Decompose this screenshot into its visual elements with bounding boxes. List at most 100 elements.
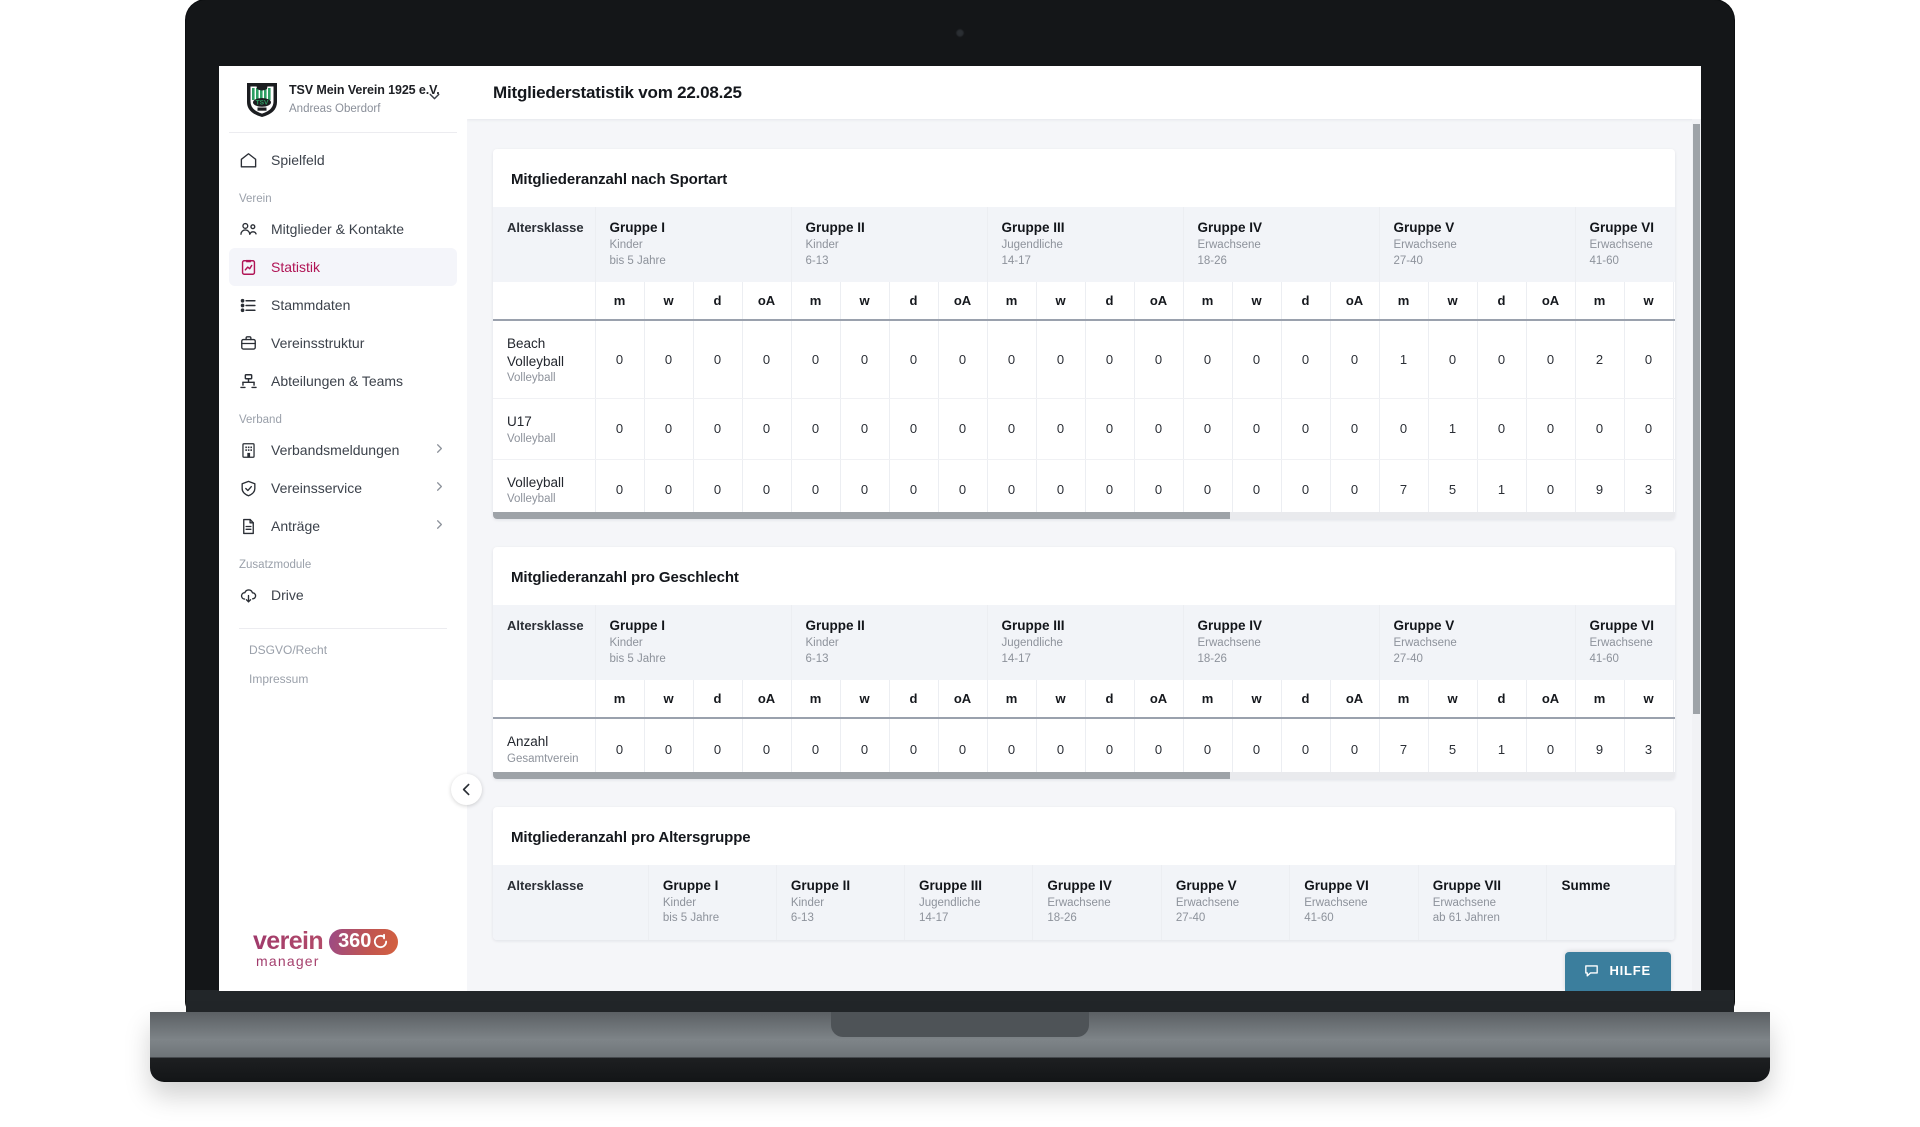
chevron-down-icon[interactable]	[426, 88, 445, 110]
refresh-icon	[374, 933, 388, 948]
legal-link-impressum[interactable]: Impressum	[249, 672, 309, 686]
sidebar-item-label: Vereinsservice	[271, 480, 363, 496]
table-cell: 0	[742, 718, 792, 779]
table-cell: 0	[1085, 718, 1135, 779]
column-header-gender: d	[1673, 282, 1675, 322]
sidebar-collapse-button[interactable]	[451, 774, 482, 805]
hscrollbar-thumb[interactable]	[493, 771, 1230, 779]
table-horizontal-scroll[interactable]: Altersklasse Gruppe I Kinder bis 5 Jahre Gru…	[493, 864, 1675, 940]
chevron-right-icon[interactable]	[432, 517, 447, 535]
table-group-header-row: Altersklasse Gruppe I Kinder bis 5 Jahre Gru…	[493, 605, 1675, 681]
column-header-gender: w	[840, 680, 890, 720]
column-header-gender: w	[644, 680, 694, 720]
club-switcher[interactable]: TSV TSV Mein Verein 1925 e.V. Andreas Ob…	[229, 66, 457, 133]
content-scroll-area[interactable]: Mitgliederanzahl nach Sportart Alterskla…	[467, 119, 1701, 991]
group-subtitle: Erwachsene 18-26	[1047, 896, 1111, 925]
table-cell: 0	[1232, 718, 1282, 779]
column-header-gender: m	[1575, 680, 1625, 720]
column-header-altersklasse: Altersklasse	[493, 864, 649, 940]
table-cell: 0	[1036, 459, 1086, 520]
table-cell: 0	[644, 398, 694, 460]
sidebar-item-verbandsmeldungen[interactable]: Verbandsmeldungen	[229, 431, 457, 469]
column-header-gender: oA	[1134, 282, 1184, 322]
group-subtitle: Erwachsene 41-60	[1589, 239, 1653, 267]
column-group-header: Summe	[1546, 864, 1675, 940]
sidebar-item-stammdaten[interactable]: Stammdaten	[229, 286, 457, 324]
vscrollbar-thumb[interactable]	[1693, 124, 1700, 714]
table-cell: 0	[1183, 320, 1233, 400]
group-name: Summe	[1561, 877, 1611, 893]
column-group-header: Gruppe V Erwachsene 27-40	[1161, 864, 1291, 940]
column-header-gender: m	[791, 680, 841, 720]
sidebar-item-antraege[interactable]: Anträge	[229, 507, 457, 545]
laptop-trackpad-notch	[831, 1012, 1089, 1037]
table-mitglieder-pro-altersgruppe: Altersklasse Gruppe I Kinder bis 5 Jahre Gru…	[493, 864, 1675, 940]
table-cell: 0	[644, 459, 694, 520]
svg-text:TSV: TSV	[256, 100, 269, 107]
row-name: Volleyball	[507, 474, 565, 490]
column-header-gender: m	[987, 282, 1037, 322]
column-header-gender: d	[889, 282, 939, 322]
sidebar-section-verband: Verband	[239, 414, 282, 426]
sidebar-item-label: Vereinsstruktur	[271, 335, 365, 351]
table-cell: 0	[1085, 398, 1135, 460]
table-cell: 0	[987, 320, 1037, 400]
group-name: Gruppe II	[805, 220, 865, 235]
column-header-gender: m	[1575, 282, 1625, 322]
help-button[interactable]: HILFE	[1565, 952, 1671, 991]
table-subheader-row: mwdoAmwdoAmwdoAmwdoAmwdoAmwdoA	[493, 680, 1675, 720]
column-header-gender: d	[1477, 680, 1527, 720]
table-cell: 0	[1134, 459, 1184, 520]
sidebar-section-zusatzmodule: Zusatzmodule	[239, 559, 312, 571]
table-cell: 1	[1379, 320, 1429, 400]
group-name: Gruppe VI	[1589, 618, 1655, 634]
sidebar-item-drive[interactable]: Drive	[229, 576, 457, 614]
sidebar-item-abteilungen-teams[interactable]: Abteilungen & Teams	[229, 362, 457, 400]
column-header-altersklasse: Altersklasse	[493, 207, 596, 283]
column-header-gender: m	[987, 680, 1037, 720]
legal-link-dsgvo[interactable]: DSGVO/Recht	[249, 643, 328, 657]
table-cell: 0	[1281, 320, 1331, 400]
table-cell: 0	[1281, 459, 1331, 520]
table-cell: 0	[1232, 320, 1282, 400]
table-cell: 7	[1379, 718, 1429, 779]
sidebar-item-spielfeld[interactable]: Spielfeld	[229, 141, 457, 179]
sidebar-item-vereinsstruktur[interactable]: Vereinsstruktur	[229, 324, 457, 362]
row-header-cell: Volleyball Volleyball	[493, 459, 596, 520]
row-subtitle: Gesamtverein	[507, 752, 579, 765]
column-header-gender: w	[1036, 680, 1086, 720]
chevron-right-icon[interactable]	[432, 479, 447, 497]
column-group-header: Gruppe I Kinder bis 5 Jahre	[595, 605, 792, 681]
column-header-gender: d	[1673, 680, 1675, 720]
column-header-spacer	[493, 282, 596, 322]
column-header-gender: w	[1232, 680, 1282, 720]
column-header-spacer	[493, 680, 596, 720]
table-cell: 0	[1673, 459, 1675, 520]
sidebar-item-statistik[interactable]: Statistik	[229, 248, 457, 286]
column-header-gender: m	[1379, 680, 1429, 720]
hscrollbar-thumb[interactable]	[493, 512, 1230, 520]
home-icon	[239, 151, 258, 170]
table-horizontal-scroll[interactable]: Altersklasse Gruppe I Kinder bis 5 Jahre Gru…	[493, 605, 1675, 779]
table-cell: 1	[1477, 718, 1527, 779]
table-horizontal-scroll[interactable]: Altersklasse Gruppe I Kinder bis 5 Jahre Gru…	[493, 207, 1675, 520]
sidebar-item-mitglieder-kontakte[interactable]: Mitglieder & Kontakte	[229, 210, 457, 248]
column-group-header: Gruppe V Erwachsene 27-40	[1379, 207, 1576, 283]
column-group-header: Gruppe III Jugendliche 14-17	[987, 605, 1184, 681]
laptop-bottom-bezel	[186, 990, 1734, 1012]
column-header-gender: oA	[1330, 282, 1380, 322]
table-cell: 0	[1673, 320, 1675, 400]
group-name: Gruppe V	[1393, 618, 1455, 634]
column-header-gender: m	[1183, 282, 1233, 322]
chevron-right-icon[interactable]	[432, 441, 447, 459]
table-cell: 0	[791, 459, 841, 520]
table-cell: 0	[987, 398, 1037, 460]
sidebar-item-vereinsservice[interactable]: Vereinsservice	[229, 469, 457, 507]
group-subtitle: Erwachsene 27-40	[1175, 896, 1240, 925]
row-name: U17	[507, 414, 532, 430]
club-user: Andreas Oberdorf	[289, 103, 381, 115]
column-header-gender: w	[1428, 282, 1478, 322]
table-cell: 0	[840, 718, 890, 779]
table-cell: 0	[1526, 718, 1576, 779]
column-header-gender: w	[1036, 282, 1086, 322]
